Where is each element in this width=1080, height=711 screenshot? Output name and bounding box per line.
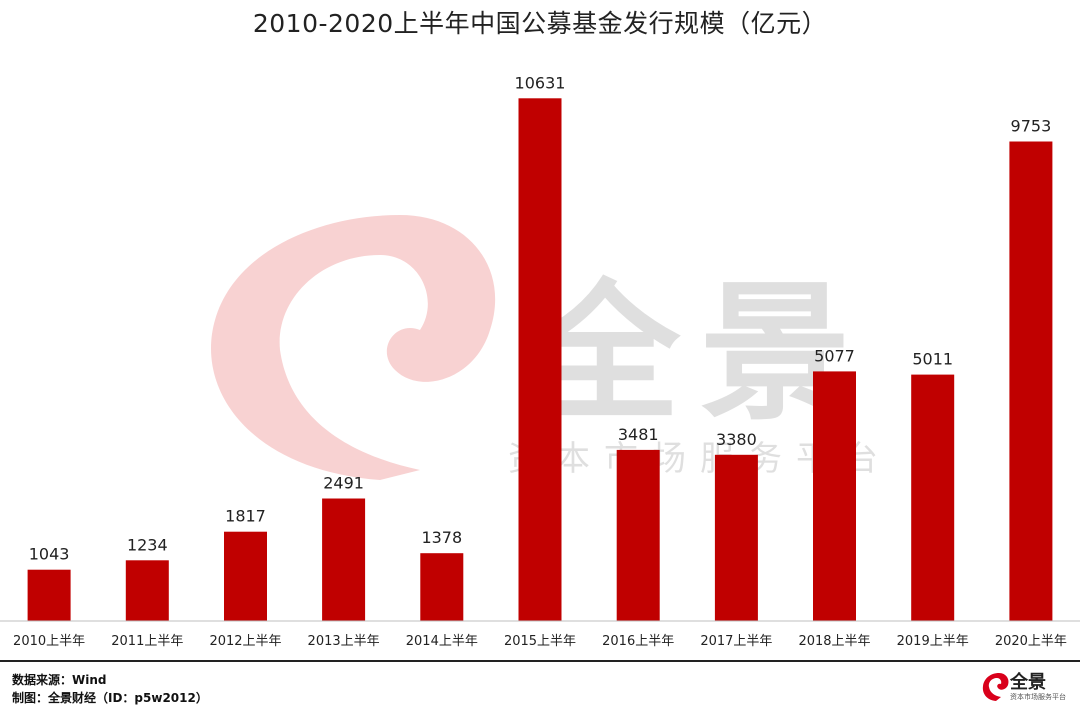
- x-tick-labels-group: 2010上半年 2011上半年 2012上半年 2013上半年 2014上半年 2015上…: [13, 634, 1067, 649]
- watermark-brand-text: 全景: [529, 267, 870, 441]
- x-tick-label-2019上半年: 2019上半年: [897, 634, 969, 649]
- value-label-2018上半年: 5077: [814, 346, 855, 365]
- chart-title: 2010-2020上半年中国公募基金发行规模（亿元）: [252, 9, 828, 38]
- x-tick-label-2016上半年: 2016上半年: [602, 634, 674, 649]
- footer-source: 数据来源：Wind: [12, 673, 107, 687]
- value-label-2020上半年: 9753: [1011, 117, 1052, 136]
- x-tick-label-2015上半年: 2015上半年: [504, 634, 576, 649]
- value-label-2011上半年: 1234: [127, 535, 168, 554]
- footer-logo-text: 全景: [1010, 672, 1046, 693]
- x-tick-label-2013上半年: 2013上半年: [308, 634, 380, 649]
- footer-logo-tagline: 资本市场服务平台: [1010, 693, 1066, 701]
- bar-2020上半年: [1009, 141, 1053, 621]
- value-label-2010上半年: 1043: [29, 545, 70, 564]
- bar-2013上半年: [322, 498, 366, 621]
- value-labels-group: 1043 1234 1817 2491 1378 10631 3481 3380 5077 501…: [29, 73, 1052, 563]
- value-label-2015上半年: 10631: [515, 73, 566, 92]
- bar-2017上半年: [714, 454, 758, 621]
- bar-2015上半年: [518, 98, 562, 622]
- value-label-2013上半年: 2491: [323, 474, 364, 493]
- bars-group: [27, 98, 1053, 622]
- footer-credit: 制图：全景财经（ID：p5w2012）: [12, 691, 208, 705]
- bar-2019上半年: [911, 374, 955, 621]
- value-label-2016上半年: 3481: [618, 425, 659, 444]
- x-tick-label-2020上半年: 2020上半年: [995, 634, 1067, 649]
- bar-2018上半年: [813, 371, 856, 621]
- value-label-2019上半年: 5011: [912, 350, 953, 369]
- bar-2010上半年: [27, 569, 71, 621]
- x-tick-label-2012上半年: 2012上半年: [209, 634, 281, 649]
- x-tick-label-2014上半年: 2014上半年: [406, 634, 478, 649]
- x-tick-label-2010上半年: 2010上半年: [13, 634, 85, 649]
- bar-2012上半年: [224, 531, 267, 621]
- x-tick-label-2018上半年: 2018上半年: [798, 634, 870, 649]
- x-tick-label-2017上半年: 2017上半年: [700, 634, 772, 649]
- footer-divider: [0, 660, 1080, 662]
- bar-chart: 全景 资本市场服务平台 1043 123418172491137810631348…: [0, 73, 1080, 649]
- value-label-2012上半年: 1817: [225, 507, 266, 526]
- value-label-2014上半年: 1378: [421, 528, 462, 547]
- x-tick-label-2011上半年: 2011上半年: [111, 634, 183, 649]
- value-label-2017上半年: 3380: [716, 430, 757, 449]
- bar-2016上半年: [616, 449, 660, 621]
- bar-2011上半年: [125, 560, 169, 621]
- footer-logo-icon: [982, 673, 1009, 701]
- watermark-swirl-icon: [211, 215, 496, 480]
- bar-2014上半年: [420, 553, 464, 621]
